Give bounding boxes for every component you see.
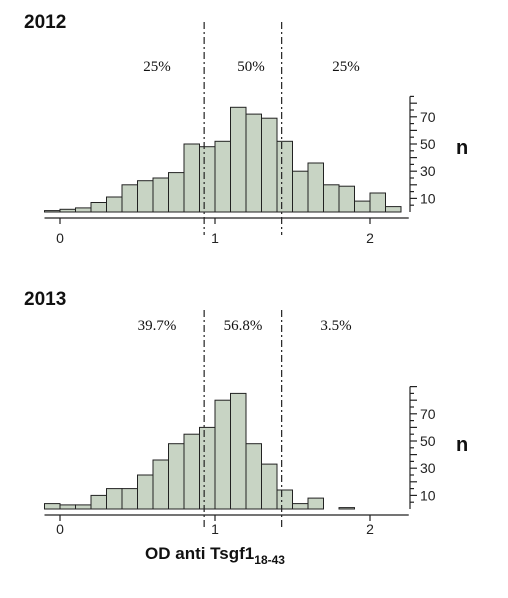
bar-2013-5 (122, 489, 138, 509)
panel-2012: 2012 25% 50% 25% n 0 1 2 10 30 50 70 (24, 12, 468, 246)
x-tick-label-2013-1: 1 (211, 521, 219, 537)
x-tick-label-2012-1: 1 (211, 230, 219, 246)
y-axis-label-2013: n (456, 434, 468, 456)
x-axis-label-main: OD anti Tsgf1 (145, 544, 254, 563)
bar-2012-21 (370, 193, 386, 212)
bar-2013-2 (76, 505, 92, 509)
bar-2012-0 (45, 211, 61, 212)
bar-2013-18 (339, 508, 355, 509)
bar-2012-15 (277, 141, 293, 212)
bar-2013-4 (107, 489, 123, 509)
bar-2012-17 (308, 163, 324, 212)
percent-label-middle-2013: 56.8% (224, 318, 263, 334)
percent-label-right-2012: 25% (332, 59, 360, 75)
panel-title-2013: 2013 (24, 289, 66, 310)
x-tick-label-2013-2: 2 (366, 521, 374, 537)
y-tick-label-2012-70: 70 (420, 109, 436, 125)
bar-2012-9 (184, 144, 200, 212)
bar-2013-10 (200, 427, 216, 509)
bar-2013-11 (215, 400, 231, 509)
x-axis-label: OD anti Tsgf118-43 (145, 544, 285, 567)
bar-2012-3 (91, 203, 107, 213)
bar-2013-0 (45, 504, 61, 509)
bar-2013-7 (153, 460, 169, 509)
bar-2013-14 (262, 464, 278, 509)
bar-2013-16 (293, 504, 309, 509)
bar-2012-6 (138, 181, 154, 212)
percent-label-left-2013: 39.7% (138, 318, 177, 334)
bar-2013-8 (169, 444, 185, 509)
bar-2012-18 (324, 185, 340, 212)
bar-2012-16 (293, 171, 309, 212)
bar-2012-10 (200, 147, 216, 212)
percent-label-middle-2012: 50% (237, 59, 265, 75)
x-tick-label-2012-0: 0 (56, 230, 64, 246)
bar-2013-1 (60, 505, 76, 509)
bar-2012-11 (215, 141, 231, 212)
bar-2012-8 (169, 173, 185, 212)
bar-2013-12 (231, 393, 247, 509)
y-tick-label-2012-50: 50 (420, 136, 436, 152)
y-tick-label-2013-10: 10 (420, 487, 436, 503)
bar-2012-12 (231, 107, 247, 212)
percent-label-left-2012: 25% (143, 59, 171, 75)
bar-2013-3 (91, 495, 107, 509)
percent-label-right-2013: 3.5% (320, 318, 351, 334)
x-axis-label-subscript: 18-43 (254, 553, 285, 567)
bar-2013-6 (138, 475, 154, 509)
bar-2012-4 (107, 197, 123, 212)
x-tick-label-2012-2: 2 (366, 230, 374, 246)
y-tick-label-2013-50: 50 (420, 433, 436, 449)
bar-2012-13 (246, 114, 262, 212)
bar-2012-20 (355, 201, 371, 212)
y-tick-label-2013-30: 30 (420, 460, 436, 476)
bar-2012-7 (153, 178, 169, 212)
y-tick-label-2012-10: 10 (420, 190, 436, 206)
bar-2013-15 (277, 490, 293, 509)
bar-2013-9 (184, 434, 200, 509)
bar-group-2012 (45, 107, 402, 212)
panel-2013: 2013 39.7% 56.8% 3.5% n 0 1 2 10 30 50 70 (24, 289, 468, 537)
bar-2012-22 (386, 207, 402, 212)
bar-2013-13 (246, 444, 262, 509)
bar-2012-19 (339, 186, 355, 212)
bar-2012-14 (262, 118, 278, 212)
x-tick-label-2013-0: 0 (56, 521, 64, 537)
bar-2012-5 (122, 185, 138, 212)
y-axis-label-2012: n (456, 137, 468, 159)
y-tick-label-2012-30: 30 (420, 163, 436, 179)
panel-title-2012: 2012 (24, 12, 66, 33)
bar-2012-1 (60, 209, 76, 212)
bar-2012-2 (76, 208, 92, 212)
bar-group-2013 (45, 393, 355, 509)
bar-2013-17 (308, 498, 324, 509)
y-tick-label-2013-70: 70 (420, 406, 436, 422)
